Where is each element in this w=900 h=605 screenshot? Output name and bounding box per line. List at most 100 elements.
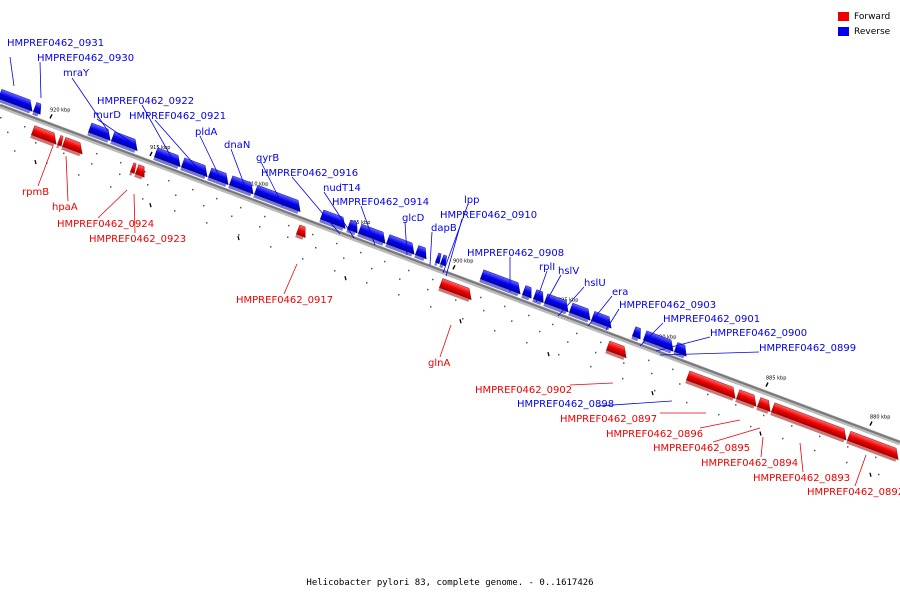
- callout-line: [442, 203, 469, 274]
- scale-dot: [240, 206, 242, 209]
- scale-dot: [455, 299, 457, 301]
- scale-dot: [595, 351, 597, 354]
- tick-mark: [869, 472, 872, 477]
- gene-label-reverse: hslU: [584, 278, 606, 289]
- callout-line: [360, 205, 376, 246]
- scale-dot: [168, 179, 170, 182]
- tick-mark: [459, 319, 462, 324]
- scale-dot: [622, 377, 624, 380]
- gene-box-reverse: [631, 326, 641, 342]
- gene-label-reverse: HMPREF0462_0916: [261, 168, 358, 179]
- gene-box-forward: [30, 125, 57, 147]
- callout-line: [557, 286, 585, 317]
- tick-mark: [869, 421, 873, 426]
- scale-dot: [846, 461, 848, 464]
- scale-dot: [623, 362, 625, 364]
- gene-label-reverse: HMPREF0462_0898: [517, 399, 614, 410]
- scale-dot: [147, 184, 149, 186]
- scale-dot: [504, 305, 506, 308]
- tick-label: 915 kbp: [150, 145, 170, 151]
- tick-label: 905 kbp: [350, 220, 370, 226]
- callout-line: [9, 56, 15, 87]
- gene-label-reverse: HMPREF0462_0900: [710, 328, 807, 339]
- callout-line: [39, 61, 42, 99]
- scale-dot: [175, 194, 177, 197]
- gene-label-forward: HMPREF0462_0917: [236, 295, 333, 306]
- gene-label-forward: HMPREF0462_0892: [807, 487, 900, 498]
- callout-line: [655, 336, 711, 352]
- gene-label-reverse: HMPREF0462_0931: [7, 38, 104, 49]
- scale-dot: [315, 246, 317, 249]
- scale-dot: [366, 282, 368, 284]
- callout-line: [445, 218, 463, 277]
- scale-dot: [782, 437, 784, 440]
- scale-dot: [750, 425, 752, 428]
- callout-line: [760, 436, 764, 458]
- tick-label: 895 kbp: [558, 298, 578, 304]
- scale-dot: [336, 242, 338, 245]
- scale-dot: [334, 270, 336, 272]
- gene-label-reverse: dapB: [431, 223, 457, 234]
- map-caption: Helicobacter pylori 83, complete genome.…: [306, 578, 594, 588]
- gene-label-forward: glnA: [428, 358, 450, 369]
- scale-dot: [192, 188, 194, 191]
- scale-dot: [142, 198, 144, 200]
- callout-line: [230, 148, 248, 193]
- scale-dot: [384, 260, 386, 263]
- scale-dot: [819, 435, 821, 438]
- callout-line: [96, 118, 133, 144]
- callout-line: [323, 191, 355, 239]
- scale-dot: [288, 224, 290, 227]
- gene-label-reverse: dnaN: [224, 140, 250, 151]
- scale-dot: [651, 372, 653, 375]
- scale-dot: [110, 186, 112, 188]
- gene-label-reverse: murD: [93, 110, 121, 121]
- scale-dot: [511, 320, 513, 322]
- gene-label-reverse: HMPREF0462_0921: [129, 111, 226, 122]
- gene-label-forward: HMPREF0462_0897: [560, 414, 657, 425]
- gene-box-forward: [56, 135, 64, 149]
- callout-line: [37, 145, 54, 187]
- scale-dot: [371, 267, 373, 270]
- legend-reverse: Reverse: [838, 24, 890, 39]
- gene-box-reverse: [642, 330, 674, 354]
- gene-label-reverse: mraY: [63, 68, 90, 79]
- tick-label: 920 kbp: [50, 107, 70, 113]
- gene-box-forward: [605, 340, 627, 360]
- scale-dot: [600, 341, 602, 344]
- callout-line: [291, 176, 341, 235]
- scale-dot: [264, 215, 266, 218]
- scale-dot: [427, 288, 429, 291]
- gene-box-reverse: [319, 209, 346, 231]
- gene-box-reverse: [434, 252, 442, 266]
- gene-label-forward: HMPREF0462_0924: [57, 219, 154, 230]
- gene-box-reverse: [346, 219, 358, 236]
- gene-label-reverse: hslV: [558, 266, 579, 277]
- scale-dot: [483, 309, 485, 312]
- scale-dot: [360, 251, 362, 254]
- callout-line: [699, 419, 741, 429]
- callout-line: [535, 270, 548, 303]
- callout-line: [65, 155, 69, 202]
- callout-line: [154, 119, 202, 173]
- callout-line: [260, 161, 284, 207]
- gene-label-reverse: HMPREF0462_0899: [759, 343, 856, 354]
- gene-box-forward: [770, 402, 847, 443]
- gene-label-reverse: HMPREF0462_0903: [619, 300, 716, 311]
- scale-dot: [120, 161, 122, 164]
- legend-forward: Forward: [838, 9, 890, 24]
- gene-label-forward: HMPREF0462_0902: [475, 385, 572, 396]
- gene-box-reverse: [32, 102, 42, 117]
- gene-box-reverse: [568, 302, 591, 323]
- callout-line: [429, 231, 433, 266]
- callout-line: [133, 193, 136, 234]
- callout-line: [639, 322, 664, 347]
- genome-backbone: [0, 103, 900, 446]
- gene-label-reverse: gyrB: [256, 153, 279, 164]
- tick-label: 885 kbp: [766, 376, 786, 382]
- scale-dot: [63, 152, 65, 155]
- scale-dot: [654, 389, 656, 392]
- callout-line: [597, 400, 673, 407]
